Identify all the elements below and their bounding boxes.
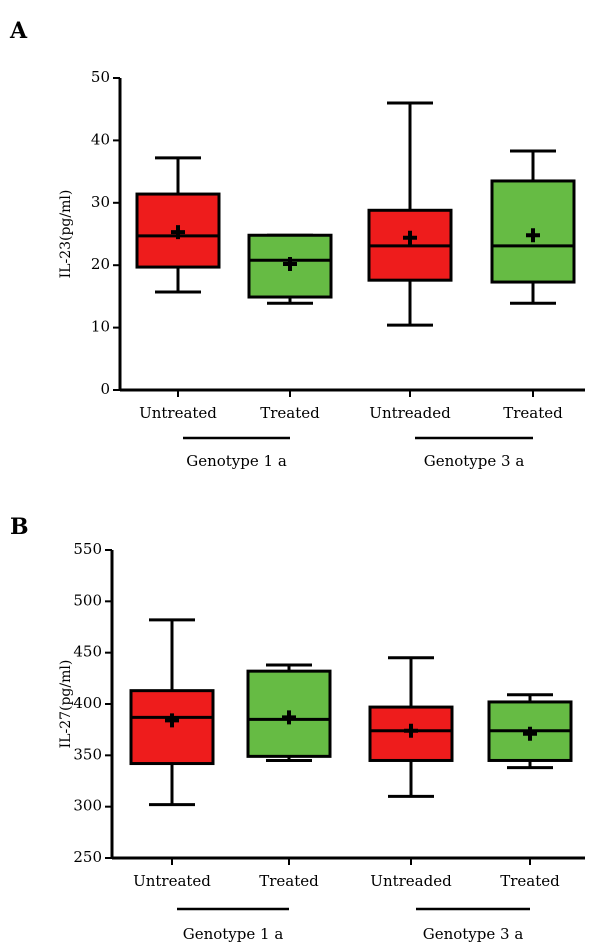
y-axis-label: IL-27(pg/ml) [58, 660, 74, 749]
group-label: Genotype 3 a [424, 452, 525, 470]
mean-marker [171, 225, 185, 240]
x-tick-label: Treated [259, 872, 319, 890]
y-tick-label: 0 [100, 380, 110, 398]
y-tick-label: 550 [73, 540, 102, 558]
x-tick-label: Untreated [139, 404, 217, 422]
x-tick-label: Untreaded [370, 872, 452, 890]
group-label: Genotype 3 a [423, 925, 524, 943]
y-tick-label: 20 [91, 255, 110, 273]
x-tick-label: Untreaded [369, 404, 451, 422]
y-tick-label: 350 [73, 745, 102, 763]
panel-label: A [9, 18, 28, 44]
y-tick-label: 300 [73, 797, 102, 815]
y-tick-label: 30 [91, 193, 110, 211]
y-tick-label: 50 [91, 68, 110, 86]
y-tick-label: 40 [91, 130, 110, 148]
y-tick-label: 400 [73, 694, 102, 712]
mean-marker [283, 256, 297, 271]
mean-marker [523, 726, 537, 741]
x-tick-label: Untreated [133, 872, 211, 890]
group-label: Genotype 1 a [186, 452, 287, 470]
y-tick-label: 10 [91, 318, 110, 336]
mean-marker [526, 228, 540, 243]
group-label: Genotype 1 a [183, 925, 284, 943]
mean-marker [165, 713, 179, 728]
y-axis-label: IL-23(pg/ml) [58, 190, 74, 279]
panel-label: B [10, 514, 29, 540]
x-tick-label: Treated [260, 404, 320, 422]
mean-marker [404, 723, 418, 738]
mean-marker [282, 710, 296, 725]
y-tick-label: 450 [73, 643, 102, 661]
y-tick-label: 500 [73, 591, 102, 609]
mean-marker [403, 230, 417, 245]
box [368, 705, 454, 762]
x-tick-label: Treated [503, 404, 563, 422]
y-tick-label: 250 [73, 848, 102, 866]
x-tick-label: Treated [500, 872, 560, 890]
